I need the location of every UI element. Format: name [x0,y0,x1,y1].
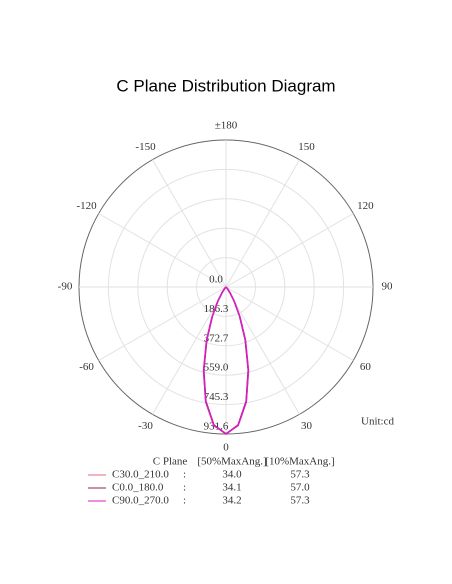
angle-label: -30 [138,420,153,432]
legend-colon: : [183,482,186,494]
angle-label: ±180 [215,120,238,132]
legend-colon: : [183,469,186,481]
spoke [98,213,227,288]
spoke [225,286,300,415]
spoke [98,286,227,361]
spoke [152,286,227,415]
legend-header: C Plane [153,456,188,468]
angle-label: -90 [58,281,73,293]
angle-label: 60 [360,361,372,373]
radial-label: 186.3 [204,303,229,315]
radial-label: 745.3 [204,391,229,403]
legend-header: [10%MaxAng.] [265,456,334,468]
legend-name: C30.0_210.0 [112,469,169,481]
angle-10: 57.3 [290,495,310,507]
radial-label: 0.0 [209,274,223,286]
angle-50: 34.1 [222,482,241,494]
angle-50: 34.0 [222,469,242,481]
unit-label: Unit:cd [361,416,394,428]
spoke [152,159,227,288]
angle-label: -60 [79,361,94,373]
angle-label: -150 [135,141,156,153]
angle-10: 57.3 [290,469,310,481]
spoke [225,159,300,288]
angle-label: 30 [301,420,313,432]
legend-colon: : [183,495,186,507]
angle-label: -120 [76,200,97,212]
radial-label: 372.7 [204,332,229,344]
angle-label: 0 [223,442,229,454]
chart-title: C Plane Distribution Diagram [116,76,335,95]
angle-label: 120 [357,200,374,212]
radial-label: 559.0 [204,362,229,374]
distribution-curve [202,286,250,435]
angle-label: 90 [382,281,394,293]
angle-10: 57.0 [290,482,310,494]
legend-header: [50%MaxAng.] [197,456,266,468]
legend-name: C0.0_180.0 [112,482,164,494]
angle-label: 150 [298,141,315,153]
spoke [225,286,354,361]
legend-name: C90.0_270.0 [112,495,169,507]
spoke [225,213,354,288]
angle-50: 34.2 [222,495,241,507]
